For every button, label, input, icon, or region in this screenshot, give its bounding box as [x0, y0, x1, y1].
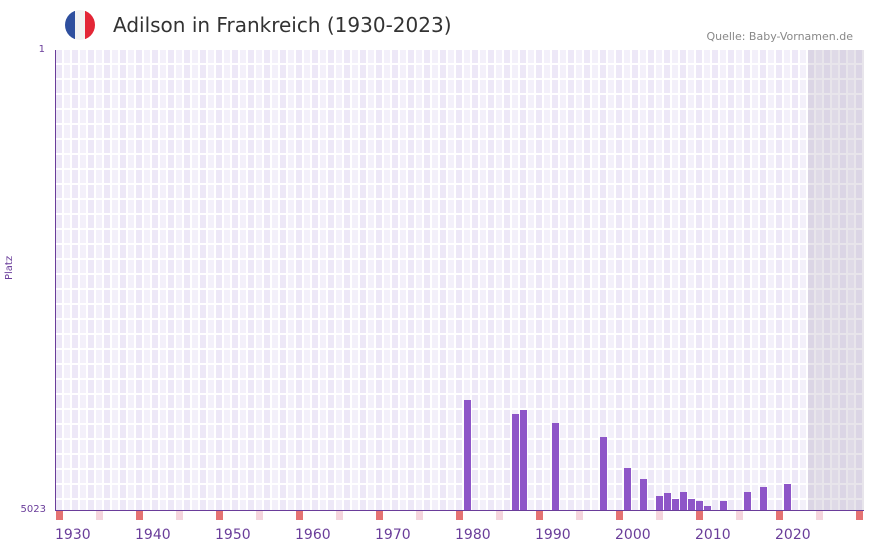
x-tick-label: 2020 — [775, 527, 811, 543]
y-axis-line — [55, 50, 56, 511]
future-shaded-region — [808, 50, 864, 510]
decade-marker — [616, 511, 623, 520]
bar-2011[interactable] — [704, 506, 711, 510]
decade-marker — [696, 511, 703, 520]
x-tick-label: 1980 — [455, 527, 491, 543]
half-decade-marker — [816, 511, 823, 520]
half-decade-marker — [336, 511, 343, 520]
half-decade-marker — [256, 511, 263, 520]
bar-1981[interactable] — [464, 399, 471, 510]
x-tick-label: 1960 — [295, 527, 331, 543]
bar-2007[interactable] — [672, 499, 679, 510]
decade-marker — [376, 511, 383, 520]
bar-2008[interactable] — [680, 491, 687, 510]
x-tick-label: 1970 — [375, 527, 411, 543]
x-tick-label: 1990 — [535, 527, 571, 543]
bar-2021[interactable] — [784, 483, 791, 510]
half-decade-marker — [656, 511, 663, 520]
decade-marker — [296, 511, 303, 520]
x-tick-label: 1930 — [55, 527, 91, 543]
chart-title: Adilson in Frankreich (1930-2023) — [113, 13, 452, 37]
half-decade-marker — [496, 511, 503, 520]
x-tick-label: 2000 — [615, 527, 651, 543]
bar-2018[interactable] — [760, 486, 767, 510]
bar-2016[interactable] — [744, 491, 751, 510]
x-axis-line — [55, 510, 864, 511]
bar-2010[interactable] — [696, 501, 703, 510]
decade-marker — [456, 511, 463, 520]
half-decade-marker — [736, 511, 743, 520]
y-tick-bottom: 5023 — [20, 504, 46, 515]
decade-marker — [136, 511, 143, 520]
y-axis-label: Platz — [4, 255, 15, 280]
bar-2009[interactable] — [688, 499, 695, 510]
bar-2013[interactable] — [720, 501, 727, 510]
bar-2006[interactable] — [664, 493, 671, 510]
france-flag-icon — [65, 10, 95, 40]
bar-2005[interactable] — [656, 495, 663, 510]
x-tick-label: 1950 — [215, 527, 251, 543]
decade-marker — [56, 511, 63, 520]
bar-1988[interactable] — [520, 409, 527, 510]
half-decade-marker — [576, 511, 583, 520]
bar-1987[interactable] — [512, 413, 519, 510]
decade-marker — [776, 511, 783, 520]
bar-2001[interactable] — [624, 468, 631, 510]
decade-marker — [856, 511, 863, 520]
half-decade-marker — [176, 511, 183, 520]
x-tick-label: 2010 — [695, 527, 731, 543]
bar-1998[interactable] — [600, 436, 607, 510]
decade-marker — [536, 511, 543, 520]
half-decade-marker — [416, 511, 423, 520]
decade-marker — [216, 511, 223, 520]
source-link[interactable]: Quelle: Baby-Vornamen.de — [706, 30, 853, 43]
bar-2003[interactable] — [640, 479, 647, 510]
y-tick-top: 1 — [38, 44, 45, 55]
half-decade-marker — [96, 511, 103, 520]
x-tick-label: 1940 — [135, 527, 171, 543]
plot-area — [56, 50, 864, 510]
bar-1992[interactable] — [552, 422, 559, 510]
